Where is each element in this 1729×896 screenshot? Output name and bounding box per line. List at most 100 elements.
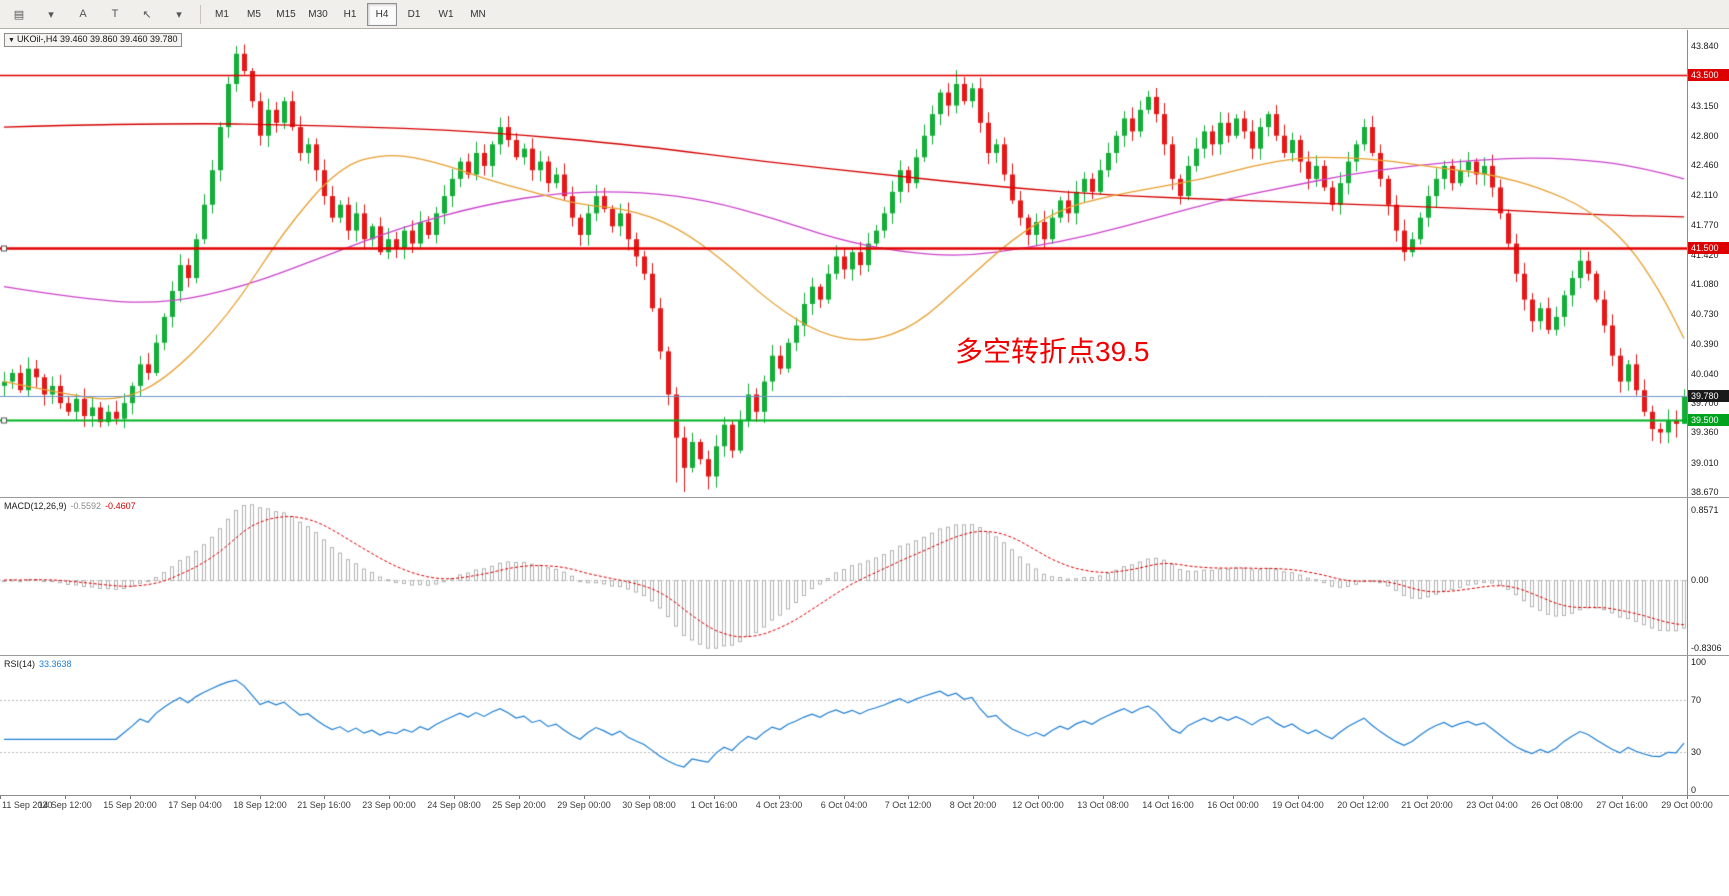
time-tick-mark [195, 796, 196, 799]
macd-main-value: -0.5592 [70, 501, 102, 511]
time-tick-label: 17 Sep 04:00 [168, 800, 222, 810]
time-tick-label: 14 Sep 12:00 [38, 800, 92, 810]
rsi-value: 33.3638 [39, 659, 72, 669]
time-tick-label: 23 Oct 04:00 [1466, 800, 1518, 810]
time-tick-mark [973, 796, 974, 799]
price-tick-label: 42.800 [1691, 130, 1719, 141]
rsi-axis-label: 70 [1691, 695, 1702, 706]
time-tick-label: 19 Oct 04:00 [1272, 800, 1324, 810]
rsi-name: RSI(14) [4, 659, 36, 669]
time-tick-label: 23 Sep 00:00 [362, 800, 416, 810]
time-tick-label: 30 Sep 08:00 [622, 800, 676, 810]
macd-signal-value: -0.4607 [105, 501, 136, 511]
price-tick-label: 43.840 [1691, 41, 1719, 51]
price-tick-label: 39.360 [1691, 427, 1719, 438]
price-tick-label: 40.390 [1691, 338, 1719, 349]
price-line-label: 39.500 [1688, 414, 1729, 427]
time-tick-label: 21 Sep 16:00 [297, 800, 351, 810]
text-object-button[interactable]: T [111, 8, 119, 20]
price-tick-label: 41.420 [1691, 249, 1719, 260]
time-tick-mark [324, 796, 325, 799]
timeframe-button-H4[interactable]: H4 [367, 2, 397, 26]
time-tick-mark [0, 796, 1, 799]
chart-canvas[interactable] [0, 30, 1687, 795]
price-tick-label: 40.730 [1691, 309, 1719, 320]
price-tick-label: 41.770 [1691, 219, 1719, 230]
time-tick-mark [389, 796, 390, 799]
time-tick-mark [1557, 796, 1558, 799]
time-axis[interactable]: 11 Sep 2020 14 Sep 12:00 15 Sep 20:00 17 Se… [0, 795, 1729, 816]
rsi-indicator-label: RSI(14) 33.3638 [4, 659, 76, 669]
chart-window-icon[interactable]: ▤ [13, 8, 25, 21]
time-tick-label: 4 Oct 23:00 [755, 800, 803, 810]
time-tick-mark [1622, 796, 1623, 799]
time-tick-mark [844, 796, 845, 799]
time-tick-mark [454, 796, 455, 799]
timeframe-button-D1[interactable]: D1 [407, 8, 421, 20]
time-tick-mark [1363, 796, 1364, 799]
arrow-object-button[interactable]: A [79, 8, 87, 20]
time-tick-mark [584, 796, 585, 799]
time-tick-label: 6 Oct 04:00 [820, 800, 868, 810]
time-tick-mark [649, 796, 650, 799]
time-tick-label: 20 Oct 12:00 [1337, 800, 1389, 810]
timeframe-button-M1[interactable]: M1 [215, 8, 229, 20]
time-tick-mark [714, 796, 715, 799]
symbol-dropdown-icon: ▼ [8, 37, 15, 44]
time-tick-mark [1038, 796, 1039, 799]
dropdown-caret-icon-2[interactable]: ▾ [176, 8, 182, 21]
chart-region: ▼ UKOil-,H4 39.460 39.860 39.460 39.780 多… [0, 30, 1729, 896]
time-tick-label: 13 Oct 08:00 [1077, 800, 1129, 810]
time-tick-mark [1492, 796, 1493, 799]
macd-axis-label: -0.8306 [1691, 643, 1722, 653]
timeframe-button-M15[interactable]: M15 [276, 8, 296, 20]
time-tick-mark [65, 796, 66, 799]
time-tick-label: 27 Oct 16:00 [1596, 800, 1648, 810]
time-tick-mark [260, 796, 261, 799]
time-tick-label: 16 Oct 00:00 [1207, 800, 1259, 810]
time-tick-mark [1298, 796, 1299, 799]
price-tick-label: 42.110 [1691, 190, 1718, 201]
time-tick-label: 26 Oct 08:00 [1531, 800, 1583, 810]
symbol-ohlc-text: UKOil-,H4 39.460 39.860 39.460 39.780 [16, 34, 178, 44]
macd-name: MACD(12,26,9) [4, 501, 67, 511]
price-tick-label: 43.150 [1691, 100, 1719, 111]
timeframe-button-M30[interactable]: M30 [308, 8, 328, 20]
price-tick-label: 39.010 [1691, 457, 1719, 468]
timeframe-button-W1[interactable]: W1 [438, 8, 454, 20]
timeframe-button-M5[interactable]: M5 [247, 8, 261, 20]
symbol-info-box[interactable]: ▼ UKOil-,H4 39.460 39.860 39.460 39.780 [4, 33, 182, 47]
dropdown-caret-icon[interactable]: ▾ [48, 8, 54, 21]
time-tick-label: 21 Oct 20:00 [1401, 800, 1453, 810]
time-tick-label: 15 Sep 20:00 [103, 800, 157, 810]
timeframe-button-H1[interactable]: H1 [343, 8, 357, 20]
time-tick-label: 29 Sep 00:00 [557, 800, 611, 810]
time-tick-mark [519, 796, 520, 799]
rsi-axis-label: 30 [1691, 746, 1702, 757]
price-line-label: 41.500 [1688, 241, 1729, 254]
time-tick-mark [130, 796, 131, 799]
price-line-label: 39.780 [1688, 390, 1729, 403]
time-tick-label: 29 Oct 00:00 [1661, 800, 1713, 810]
rsi-panel-divider[interactable] [0, 655, 1729, 656]
time-tick-label: 11 Sep 2020 [2, 800, 53, 810]
cursor-tool-icon[interactable]: ↖ [142, 8, 152, 21]
time-tick-label: 7 Oct 12:00 [884, 800, 932, 810]
time-tick-mark [779, 796, 780, 799]
time-tick-mark [1103, 796, 1104, 799]
timeframe-button-MN[interactable]: MN [470, 8, 486, 20]
price-tick-label: 38.670 [1691, 486, 1719, 497]
price-tick-label: 39.700 [1691, 398, 1719, 409]
macd-panel-divider[interactable] [0, 497, 1729, 498]
toolbar: ▤ ▾ A T ↖ ▾ M1 M5 M15 M30 H1 H4 D1 W1 MN [0, 0, 1729, 29]
macd-axis-label: 0.8571 [1691, 505, 1719, 515]
time-tick-mark [1427, 796, 1428, 799]
macd-indicator-label: MACD(12,26,9) -0.5592 -0.4607 [4, 501, 140, 511]
price-tick-label: 41.080 [1691, 279, 1719, 290]
price-tick-label: 40.040 [1691, 368, 1719, 379]
chart-annotation-text[interactable]: 多空转折点39.5 [955, 336, 1150, 367]
price-axis[interactable]: 43.840 43.150 42.800 42.460 42.110 41.770 41.4… [1687, 30, 1729, 795]
time-tick-label: 8 Oct 20:00 [949, 800, 997, 810]
price-tick-label: 42.460 [1691, 160, 1719, 171]
